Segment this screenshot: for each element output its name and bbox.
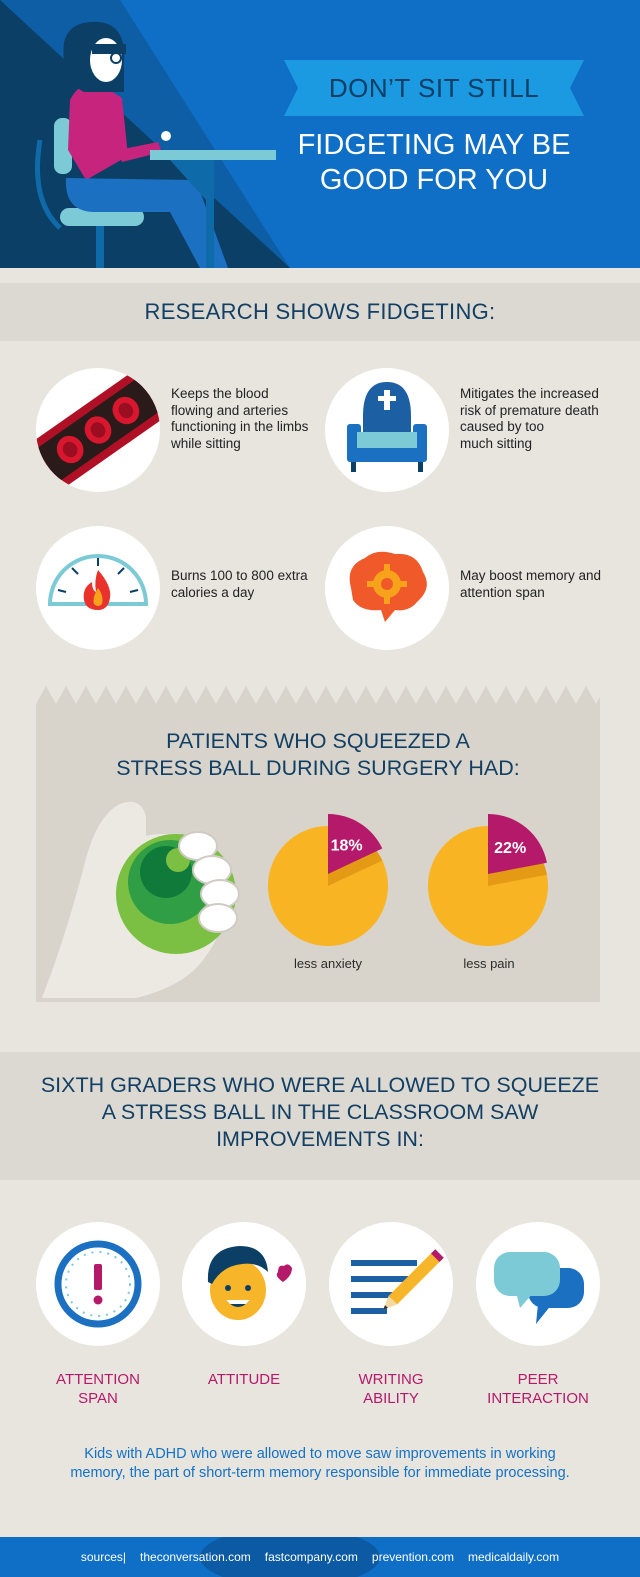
stat-pies: 18% 22% — [268, 814, 548, 946]
improvement-label: ATTENTION SPAN — [28, 1370, 168, 1408]
source-link[interactable]: fastcompany.com — [264, 1550, 358, 1564]
benefit-text: Mitigates the increased risk of prematur… — [460, 386, 630, 452]
improvement-label: PEER INTERACTION — [468, 1370, 608, 1408]
improvement-label-line2: SPAN — [78, 1390, 118, 1407]
improvement-label: WRITING ABILITY — [321, 1370, 461, 1408]
improvement-label-line2: ABILITY — [363, 1390, 419, 1407]
armchair-tombstone-icon — [325, 368, 449, 492]
sixth-graders-band — [0, 1052, 640, 1180]
pie-caption-pain: less pain — [463, 956, 515, 971]
header-subtitle: FIDGETING MAY BE GOOD FOR YOU — [284, 128, 584, 198]
surgery-title-line1: PATIENTS WHO SQUEEZED A — [166, 729, 470, 753]
benefit-memory: May boost memory and attention span — [325, 526, 635, 650]
benefit-line: flowing and arteries — [171, 402, 289, 418]
header-banner: DON’T SIT STILL FIDGETING MAY BE GOOD FO… — [0, 0, 640, 268]
improvement-label: ATTITUDE — [174, 1370, 314, 1389]
source-link[interactable]: prevention.com — [371, 1550, 454, 1564]
sixth-graders-title-line1: SIXTH GRADERS WHO WERE ALLOWED TO SQUEEZ… — [40, 1073, 600, 1097]
benefit-calories: Burns 100 to 800 extra calories a day — [36, 526, 346, 650]
benefit-line: Burns 100 to 800 extra — [171, 568, 308, 583]
sources-label: sources| — [80, 1550, 127, 1564]
improvement-label-line1: PEER — [517, 1371, 559, 1388]
benefit-line: caused by too — [460, 419, 545, 434]
benefit-line: functioning in the limbs — [171, 419, 309, 434]
adhd-note: Kids with ADHD who were allowed to move … — [20, 1445, 620, 1483]
header-subtitle-line1: FIDGETING MAY BE — [297, 129, 571, 161]
title-ribbon — [284, 60, 584, 116]
benefit-line: attention span — [460, 584, 545, 600]
benefit-line: Mitigates the increased — [460, 386, 599, 401]
blood-vessel-icon — [36, 368, 160, 492]
pie-slice — [488, 814, 547, 874]
research-heading: RESEARCH SHOWS FIDGETING: — [0, 283, 640, 341]
header-subtitle-line2: GOOD FOR YOU — [319, 163, 549, 196]
benefit-line: much sitting — [460, 435, 533, 451]
benefit-blood-flow: Keeps the blood flowing and arteries fun… — [36, 368, 346, 492]
sixth-graders-title-line3: IMPROVEMENTS IN: — [216, 1127, 424, 1151]
sources-footer: sources| theconversation.com fastcompany… — [0, 1537, 640, 1577]
ribbon-title: DON’T SIT STILL — [328, 72, 540, 103]
pie-value-label: 18% — [331, 838, 363, 855]
brain-gear-icon — [325, 526, 449, 650]
benefit-line: risk of premature death — [460, 402, 599, 418]
source-link[interactable]: theconversation.com — [140, 1550, 251, 1564]
improvement-label-line2: INTERACTION — [487, 1390, 589, 1407]
sixth-graders-title-line2: A STRESS BALL IN THE CLASSROOM SAW — [101, 1100, 539, 1124]
source-link[interactable]: medicaldaily.com — [467, 1550, 560, 1564]
benefit-line: calories a day — [171, 584, 255, 600]
pie-caption-anxiety: less anxiety — [294, 956, 362, 971]
benefit-line: while sitting — [171, 435, 241, 451]
surgery-title: PATIENTS WHO SQUEEZED A STRESS BALL DURI… — [36, 728, 600, 782]
footer-decoration — [200, 1537, 380, 1577]
benefit-text: Keeps the blood flowing and arteries fun… — [171, 386, 341, 452]
sixth-graders-title: SIXTH GRADERS WHO WERE ALLOWED TO SQUEEZ… — [20, 1072, 620, 1153]
sources-row: sources| theconversation.com fastcompany… — [0, 1537, 640, 1577]
improvement-label-line1: ATTENTION — [56, 1371, 140, 1388]
pie-value-label: 22% — [494, 840, 526, 857]
surgery-title-line2: STRESS BALL DURING SURGERY HAD: — [116, 756, 520, 780]
benefit-premature-death: Mitigates the increased risk of prematur… — [325, 368, 635, 492]
speech-bubbles-icon — [476, 1222, 600, 1346]
improvement-label-line1: WRITING — [358, 1371, 424, 1388]
adhd-note-line2: memory, the part of short-term memory re… — [70, 1465, 570, 1481]
benefit-line: May boost memory and — [460, 568, 602, 583]
calorie-gauge-flame-icon — [36, 526, 160, 650]
smiling-kid-heart-icon — [182, 1222, 306, 1346]
surgery-panel: 18% 22% — [36, 686, 600, 1002]
pencil-lines-icon — [329, 1222, 453, 1346]
clock-alert-icon — [36, 1222, 160, 1346]
benefit-text: May boost memory and attention span — [460, 568, 630, 601]
improvement-label-line1: ATTITUDE — [207, 1371, 281, 1388]
benefit-line: Keeps the blood — [171, 386, 269, 401]
pie-slice — [328, 814, 383, 874]
benefit-text: Burns 100 to 800 extra calories a day — [171, 568, 341, 601]
adhd-note-line1: Kids with ADHD who were allowed to move … — [84, 1446, 556, 1462]
